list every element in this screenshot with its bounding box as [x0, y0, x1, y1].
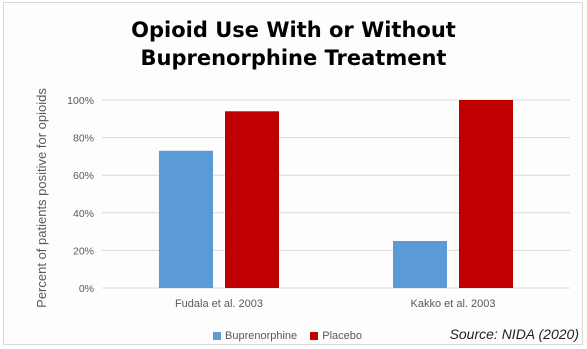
- bar-placebo-2: [459, 100, 513, 288]
- y-tick-label: 40%: [73, 208, 94, 220]
- x-tick-label: Fudala et al. 2003: [175, 298, 263, 310]
- y-tick-label: 100%: [67, 95, 94, 107]
- legend-label-placebo: Placebo: [322, 330, 362, 342]
- x-tick-label: Kakko et al. 2003: [410, 298, 495, 310]
- y-tick-label: 80%: [73, 133, 94, 145]
- bar-buprenorphine-2: [393, 241, 447, 288]
- legend-swatch-placebo: [310, 332, 319, 340]
- y-tick-label: 0%: [79, 283, 94, 295]
- y-tick-label: 20%: [73, 245, 94, 257]
- bar-buprenorphine-1: [159, 150, 213, 288]
- legend-label-buprenorphine: Buprenorphine: [225, 330, 298, 342]
- legend-swatch-buprenorphine: [213, 332, 221, 340]
- y-tick-label: 60%: [73, 170, 94, 182]
- source-note: Source: NIDA (2020): [449, 326, 579, 342]
- chart-title: Opioid Use With or Without Buprenorphine…: [131, 18, 456, 70]
- bar-placebo-1: [225, 111, 279, 288]
- legend-item-placebo: Placebo: [310, 330, 362, 342]
- legend-item-buprenorphine: Buprenorphine: [213, 330, 297, 342]
- legend: Buprenorphine Placebo: [213, 330, 372, 344]
